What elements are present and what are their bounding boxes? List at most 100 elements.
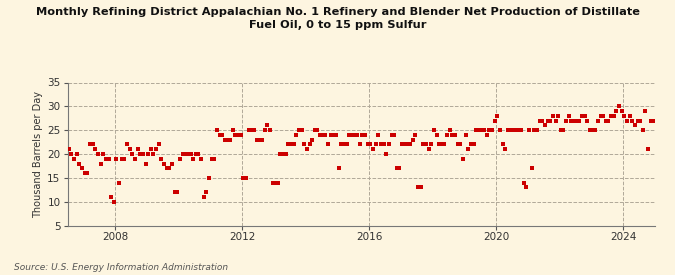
Point [619,114,630,118]
Point [627,119,638,123]
Point [193,152,204,156]
Point [518,180,529,185]
Point [204,176,215,180]
Point [550,119,561,123]
Point [159,161,169,166]
Point [265,128,275,132]
Point [275,152,286,156]
Point [180,152,190,156]
Point [373,133,383,137]
Point [539,123,550,128]
Point [542,119,553,123]
Point [312,128,323,132]
Point [153,142,164,147]
Point [640,109,651,113]
Point [579,114,590,118]
Point [66,152,77,156]
Point [587,128,598,132]
Point [460,133,471,137]
Point [95,161,106,166]
Point [254,138,265,142]
Point [357,133,368,137]
Point [172,190,183,194]
Point [349,133,360,137]
Point [251,138,262,142]
Point [632,119,643,123]
Point [600,119,611,123]
Point [331,133,342,137]
Point [143,152,154,156]
Point [196,156,207,161]
Point [441,133,452,137]
Point [516,128,526,132]
Point [130,156,140,161]
Point [426,142,437,147]
Point [98,152,109,156]
Point [188,156,198,161]
Point [323,142,333,147]
Point [476,128,487,132]
Point [72,152,82,156]
Point [84,142,95,147]
Point [447,133,458,137]
Point [124,147,135,152]
Point [452,142,463,147]
Point [468,142,479,147]
Point [145,147,156,152]
Point [113,180,124,185]
Point [151,147,161,152]
Point [402,142,413,147]
Point [135,152,146,156]
Point [545,119,556,123]
Point [294,128,304,132]
Point [513,128,524,132]
Point [605,114,616,118]
Point [537,119,547,123]
Point [392,166,402,170]
Point [431,133,442,137]
Point [593,119,603,123]
Point [90,147,101,152]
Point [50,171,61,175]
Point [611,109,622,113]
Point [495,128,506,132]
Point [286,142,296,147]
Point [82,171,92,175]
Point [236,133,246,137]
Point [645,119,656,123]
Point [156,156,167,161]
Point [489,119,500,123]
Point [568,119,579,123]
Point [233,133,244,137]
Point [320,133,331,137]
Point [616,109,627,113]
Point [132,147,143,152]
Point [116,156,127,161]
Point [106,195,117,199]
Point [190,152,201,156]
Point [404,142,415,147]
Point [109,199,119,204]
Point [479,128,489,132]
Point [344,133,354,137]
Point [325,133,336,137]
Point [53,176,63,180]
Point [217,133,227,137]
Point [624,114,635,118]
Point [386,133,397,137]
Point [214,133,225,137]
Text: Source: U.S. Energy Information Administration: Source: U.S. Energy Information Administ… [14,263,227,272]
Point [434,142,445,147]
Point [564,114,574,118]
Point [138,152,148,156]
Point [378,142,389,147]
Point [309,128,320,132]
Point [280,152,291,156]
Point [407,138,418,142]
Point [167,161,178,166]
Point [553,114,564,118]
Point [140,161,151,166]
Point [595,114,606,118]
Point [262,123,273,128]
Point [423,147,434,152]
